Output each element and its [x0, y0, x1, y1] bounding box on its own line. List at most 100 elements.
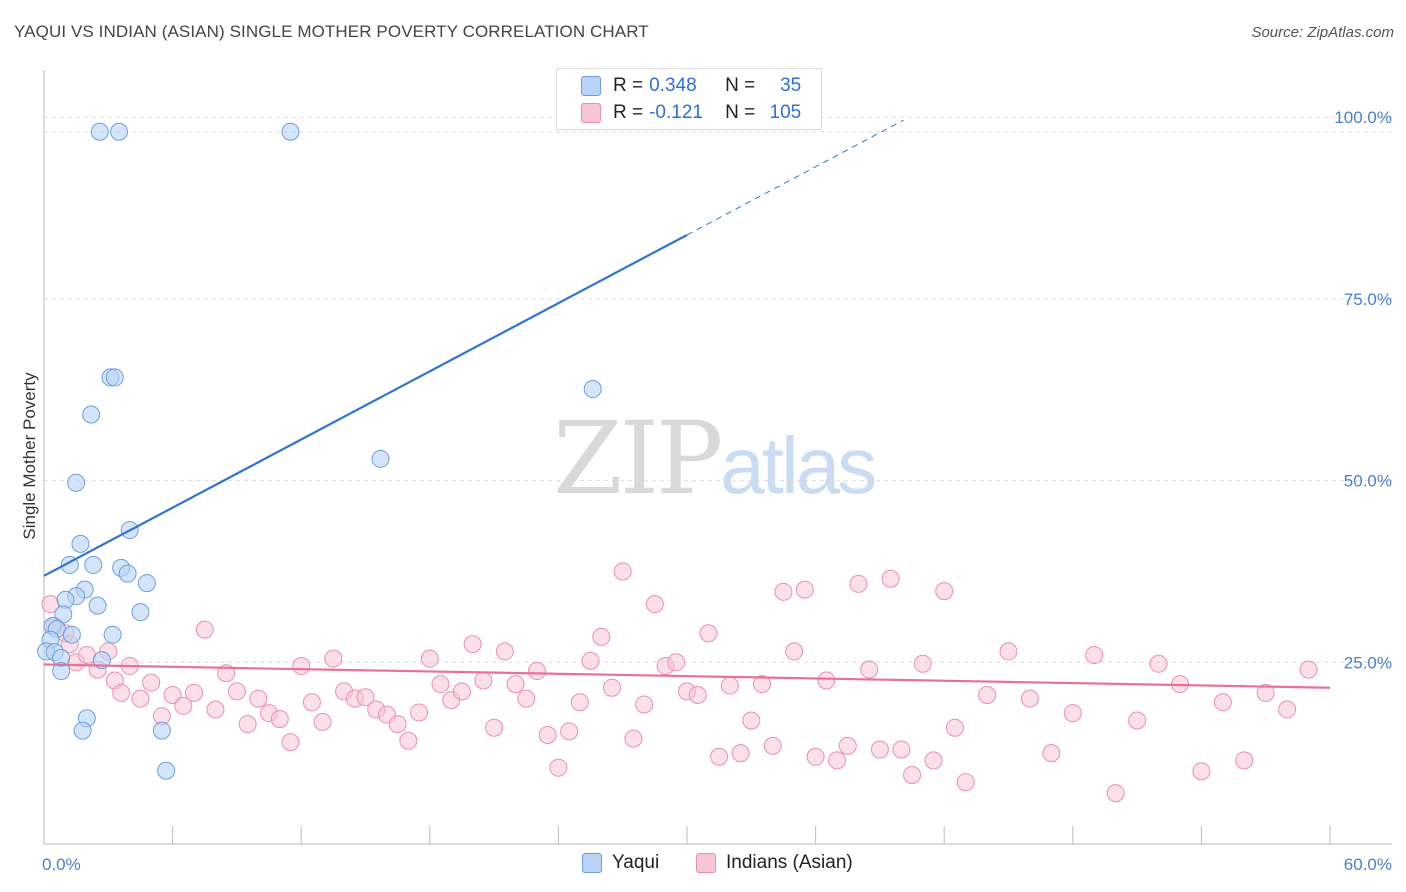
point-indians-asian [270, 709, 289, 728]
point-indians-asian [881, 569, 900, 588]
yaqui-swatch [582, 853, 602, 873]
point-indians-asian [838, 736, 857, 755]
y-tick-label: 100.0% [1334, 108, 1392, 127]
legend-row-indians: R = -0.121 N = 105 [581, 100, 801, 126]
point-indians-asian [206, 700, 225, 719]
point-indians-asian [849, 574, 868, 593]
trend-lines [43, 119, 1331, 689]
r-value: -0.121 [649, 102, 703, 123]
point-indians-asian [399, 731, 418, 750]
point-indians-asian [860, 660, 879, 679]
point-indians-asian [667, 653, 686, 672]
indians-asian-points [41, 562, 1318, 803]
point-indians-asian [635, 695, 654, 714]
point-indians-asian [570, 693, 589, 712]
point-yaqui [131, 603, 150, 622]
point-indians-asian [688, 686, 707, 705]
point-yaqui [84, 555, 103, 574]
point-indians-asian [903, 765, 922, 784]
point-indians-asian [410, 703, 429, 722]
source-label: Source: ZipAtlas.com [1251, 24, 1394, 41]
point-indians-asian [956, 773, 975, 792]
trend-line-yaqui [43, 234, 688, 577]
legend-item-indians: Indians (Asian) [696, 852, 853, 874]
point-indians-asian [828, 751, 847, 770]
point-yaqui [52, 662, 71, 681]
r-label: R = [613, 102, 644, 123]
n-value: 105 [769, 102, 802, 123]
point-indians-asian [999, 642, 1018, 661]
point-indians-asian [817, 671, 836, 690]
point-indians-asian [785, 642, 804, 661]
point-indians-asian [420, 649, 439, 668]
point-yaqui [88, 596, 107, 615]
point-indians-asian [1042, 744, 1061, 763]
point-indians-asian [249, 689, 268, 708]
correlation-legend: R = 0.348 N = 35 R = -0.121 N = 105 [556, 68, 822, 130]
chart-title: YAQUI VS INDIAN (ASIAN) SINGLE MOTHER PO… [14, 22, 649, 41]
n-value: 35 [780, 75, 802, 96]
y-tick-label: 75.0% [1344, 290, 1392, 309]
point-yaqui [103, 625, 122, 644]
legend-row-yaqui: R = 0.348 N = 35 [581, 73, 801, 99]
point-indians-asian [924, 751, 943, 770]
watermark-atlas: atlas [720, 421, 877, 510]
point-indians-asian [527, 662, 546, 681]
legend-label-yaqui: Yaqui [612, 852, 660, 873]
r-label: R = [613, 75, 644, 96]
point-indians-asian [506, 675, 525, 694]
n-label: N = [725, 102, 756, 123]
series-legend: Yaqui Indians (Asian) [0, 852, 1406, 878]
point-indians-asian [1128, 711, 1147, 730]
yaqui-swatch [581, 76, 601, 96]
point-indians-asian [281, 733, 300, 752]
r-value: 0.348 [649, 75, 697, 96]
point-yaqui [90, 122, 109, 141]
point-indians-asian [485, 718, 504, 737]
point-indians-asian [945, 718, 964, 737]
point-yaqui [281, 122, 300, 141]
point-indians-asian [892, 740, 911, 759]
point-yaqui [73, 721, 92, 740]
point-indians-asian [388, 715, 407, 734]
point-indians-asian [431, 675, 450, 694]
point-yaqui [137, 574, 156, 593]
point-indians-asian [753, 675, 772, 694]
point-indians-asian [560, 722, 579, 741]
point-indians-asian [142, 673, 161, 692]
indians-swatch [581, 103, 601, 123]
point-indians-asian [538, 725, 557, 744]
point-indians-asian [624, 729, 643, 748]
axes [43, 70, 1392, 845]
point-indians-asian [795, 580, 814, 599]
point-indians-asian [1192, 762, 1211, 781]
point-indians-asian [774, 582, 793, 601]
trend-line-yaqui-extension [686, 119, 904, 236]
y-tick-label: 25.0% [1344, 653, 1392, 672]
point-indians-asian [356, 688, 375, 707]
point-indians-asian [185, 683, 204, 702]
n-label: N = [725, 75, 756, 96]
point-yaqui [583, 380, 602, 399]
point-yaqui [67, 473, 86, 492]
point-indians-asian [763, 736, 782, 755]
point-yaqui [152, 721, 171, 740]
point-indians-asian [913, 654, 932, 673]
point-indians-asian [613, 562, 632, 581]
point-indians-asian [1256, 683, 1275, 702]
point-indians-asian [324, 649, 343, 668]
point-indians-asian [1278, 700, 1297, 719]
point-indians-asian [131, 689, 150, 708]
point-indians-asian [112, 683, 131, 702]
point-yaqui [110, 122, 129, 141]
y-tick-label: 50.0% [1344, 472, 1392, 491]
point-indians-asian [1106, 784, 1125, 803]
point-indians-asian [302, 693, 321, 712]
point-indians-asian [935, 582, 954, 601]
point-indians-asian [1213, 693, 1232, 712]
point-yaqui [105, 368, 124, 387]
point-indians-asian [292, 656, 311, 675]
yaqui-points [37, 122, 602, 780]
point-indians-asian [1020, 689, 1039, 708]
